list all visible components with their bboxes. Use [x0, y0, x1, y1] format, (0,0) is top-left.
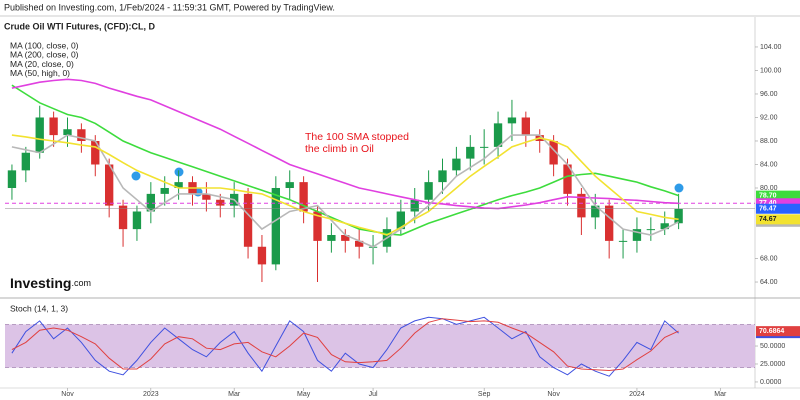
y-tick-label: 25.0000: [760, 361, 785, 368]
candle-body: [271, 187, 280, 265]
value-badge-label: 77.40: [759, 200, 777, 207]
legend-entry: MA (200, close, 0): [10, 50, 79, 60]
candle-body: [507, 117, 517, 124]
y-tick-label: 64.00: [760, 279, 778, 286]
candle-body: [77, 129, 86, 141]
candle-body: [452, 158, 461, 171]
candle-body: [91, 140, 100, 165]
pin: [674, 183, 684, 193]
candle-body: [299, 182, 308, 212]
logo-word: Investing: [10, 275, 71, 291]
candle-body: [243, 193, 253, 247]
x-tick-label: 2023: [143, 391, 159, 398]
candle-body: [285, 182, 294, 188]
value-badge: [756, 203, 800, 214]
candle-body: [480, 146, 489, 148]
x-tick-label: Nov: [61, 391, 74, 398]
candle-body: [438, 170, 447, 183]
y-tick-label: 84.00: [760, 161, 778, 168]
value-badge: [756, 198, 800, 209]
legend-entry: MA (50, high, 0): [10, 68, 70, 78]
value-badge: [756, 190, 800, 201]
x-tick-label: May: [297, 391, 311, 398]
published-note: Published on Investing.com, 1/Feb/2024 -…: [4, 2, 335, 12]
candle-body: [674, 208, 683, 224]
candle-body: [410, 199, 419, 212]
series-line: [11, 78, 679, 210]
y-tick-label: 96.00: [760, 91, 778, 98]
candle-body: [146, 193, 155, 212]
candle-body: [632, 229, 642, 241]
candle-body: [591, 205, 600, 218]
value-badge: [756, 214, 800, 225]
x-tick-label: Nov: [547, 391, 560, 398]
x-tick-label: Jul: [369, 391, 378, 398]
candle-body: [118, 205, 128, 230]
candle-body: [660, 223, 669, 230]
candle-body: [563, 164, 572, 194]
candle-body: [549, 140, 558, 165]
value-badge-label: 70.6864: [759, 328, 784, 335]
candle-body: [105, 164, 114, 206]
y-tick-label: 0.0000: [760, 379, 782, 386]
value-badge-label: 76.47: [759, 206, 777, 213]
x-tick-label: Mar: [714, 391, 727, 398]
candle-body: [605, 205, 614, 241]
legend-entry: MA (100, close, 0): [10, 40, 79, 50]
candle-body: [466, 146, 475, 159]
symbol-title: Crude Oil WTI Futures, (CFD):CL, D: [4, 21, 155, 31]
value-badge-label: 78.70: [759, 192, 777, 199]
value-badge: [756, 326, 800, 337]
y-tick-label: 50.0000: [760, 343, 785, 350]
y-tick-label: 104.00: [760, 44, 782, 51]
series-line: [11, 134, 679, 248]
logo: Investing.com: [10, 275, 91, 291]
candle-body: [493, 123, 503, 147]
candle-body: [577, 193, 586, 218]
value-badge-label: 74.67: [759, 216, 777, 223]
candle-body: [396, 211, 405, 230]
candle-body: [7, 170, 17, 188]
x-tick-label: 2024: [629, 391, 645, 398]
y-tick-label: 92.00: [760, 114, 778, 121]
candle-body: [341, 235, 350, 241]
legend-entry: MA (20, close, 0): [10, 59, 74, 69]
candle-body: [646, 229, 655, 231]
candle-body: [132, 211, 142, 230]
annotation: the climb in Oil: [305, 143, 374, 155]
candle-body: [257, 246, 267, 265]
panel-title: Stoch (14, 1, 3): [10, 303, 68, 313]
logo-suffix: .com: [71, 278, 91, 288]
stoch-band: [5, 324, 755, 368]
y-tick-label: 100.00: [760, 67, 782, 74]
candle-body: [35, 117, 44, 153]
candle-body: [327, 235, 336, 241]
candle-body: [21, 152, 30, 171]
candle-body: [313, 211, 322, 241]
candle-body: [174, 182, 183, 188]
y-tick-label: 88.00: [760, 138, 778, 145]
x-tick-label: Mar: [228, 391, 241, 398]
pin: [131, 171, 141, 181]
annotation: The 100 SMA stopped: [305, 131, 409, 143]
candle-body: [618, 240, 628, 242]
candle-body: [63, 129, 72, 136]
candle-body: [202, 193, 211, 200]
candle-body: [216, 199, 225, 206]
series-line: [11, 134, 679, 236]
candle-body: [424, 182, 433, 200]
candle-body: [160, 187, 169, 194]
candle-body: [521, 117, 530, 136]
series-line: [11, 316, 679, 377]
candle-body: [49, 117, 58, 136]
series-line: [11, 318, 679, 372]
y-tick-label: 68.00: [760, 255, 778, 262]
candle-body: [355, 240, 364, 247]
y-tick-label: 80.00: [760, 185, 778, 192]
x-tick-label: Sep: [478, 391, 491, 398]
